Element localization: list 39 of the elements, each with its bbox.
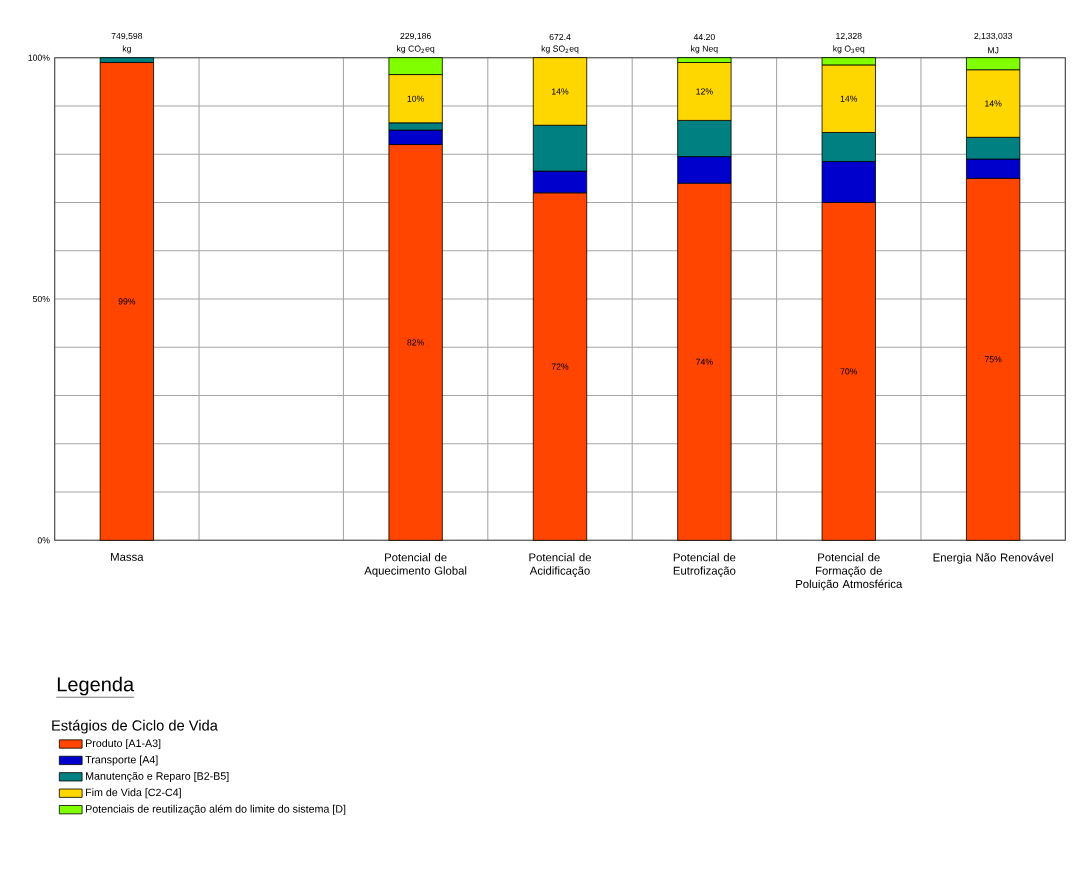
data-label: 10% [407, 95, 424, 102]
data-label: 82% [407, 339, 424, 346]
data-label: 99% [118, 298, 136, 305]
annotation: 44.20 [693, 33, 715, 41]
legend-label: Fim de Vida [C2-C4] [86, 788, 181, 799]
legend-label: Transporte [A4] [85, 755, 158, 766]
annotation: kg [122, 45, 131, 54]
annotation: kg Neq [691, 45, 718, 54]
y-tick-label: 100% [28, 54, 50, 61]
annotation: kg O$_{3}$eq [833, 45, 865, 54]
annotation: 2,133,033 [974, 32, 1013, 41]
data-label: 14% [840, 95, 858, 102]
legend-title: Estágios de Ciclo de Vida [52, 719, 218, 734]
x-tick-label: Potencial de Eutrofização [673, 553, 736, 577]
annotation: 12,328 [836, 32, 862, 41]
annotation: 672.4 [549, 33, 571, 41]
legend-label: Produto [A1-A3] [86, 739, 161, 750]
x-tick-label: Potencial de Formação de Poluição Atmosférica [796, 553, 903, 591]
data-label: 74% [696, 358, 713, 365]
y-tick-label: 0% [37, 537, 50, 544]
annotation: 229,186 [400, 32, 431, 41]
annotation: MJ [988, 47, 999, 54]
y-tick-label: 50% [32, 295, 50, 303]
data-label: 70% [840, 368, 858, 375]
legend-label: Potenciais de reutilização além do limite do sistema [D] [86, 804, 346, 815]
x-tick-label: Energia Não Renovável [933, 553, 1053, 564]
data-label: 72% [551, 363, 569, 370]
data-label: 14% [985, 100, 1002, 107]
legend-label: Manutenção e Reparo [B2-B5] [86, 771, 229, 782]
data-label: 12% [696, 88, 713, 95]
x-tick-label: Potencial de Acidificação [529, 553, 591, 577]
x-tick-label: Potencial de Aquecimento Global [364, 553, 467, 577]
annotation: 749,598 [111, 32, 143, 41]
x-tick-label: Massa [111, 553, 144, 561]
annotation: kg SO$_{2}$eq [541, 45, 579, 54]
text: Legenda [57, 676, 135, 696]
annotation: kg CO$_{2}$eq [397, 45, 435, 54]
data-label: 75% [984, 356, 1002, 363]
data-label: 14% [552, 88, 569, 95]
